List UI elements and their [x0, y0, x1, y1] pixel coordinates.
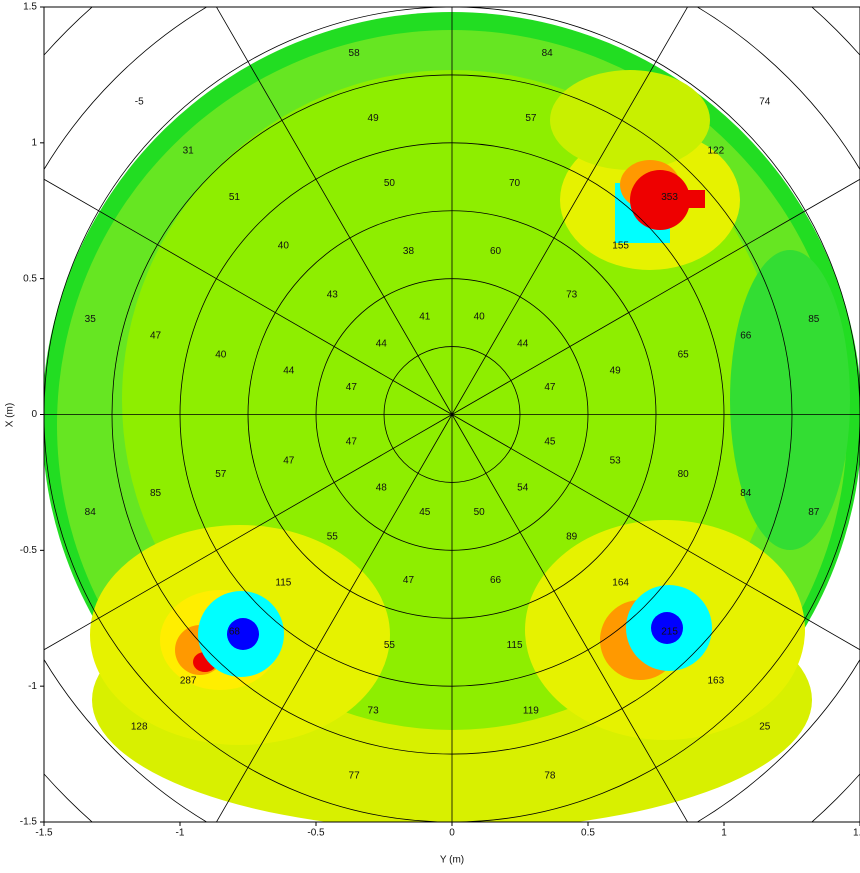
value-label: 115 — [507, 640, 523, 651]
value-label: 44 — [283, 366, 295, 377]
y-tick-label: 1 — [31, 137, 37, 148]
x-tick-label: 1 — [721, 828, 727, 839]
x-tick-label: 1.5 — [853, 828, 860, 839]
value-label: 47 — [403, 575, 415, 586]
value-label: 287 — [180, 675, 197, 686]
value-label: 47 — [346, 382, 358, 393]
x-tick-label: -1 — [176, 828, 185, 839]
value-label: 57 — [525, 113, 537, 124]
value-label: 84 — [542, 48, 554, 59]
value-label: 87 — [808, 507, 820, 518]
x-tick-label: 0 — [449, 828, 455, 839]
value-label: 45 — [544, 436, 556, 447]
polar-spoke — [44, 178, 453, 415]
value-label: 48 — [376, 482, 388, 493]
y-tick-label: -1.5 — [20, 817, 38, 828]
value-label: 85 — [150, 488, 162, 499]
value-label: 54 — [517, 482, 529, 493]
value-label: 40 — [474, 311, 486, 322]
value-label: 47 — [346, 436, 358, 447]
value-label: 85 — [808, 314, 820, 325]
value-label: 49 — [610, 366, 622, 377]
value-label: 57 — [215, 469, 227, 480]
value-label: 119 — [523, 705, 539, 716]
value-label: 45 — [419, 507, 431, 518]
value-label: 38 — [403, 246, 415, 257]
value-label: 43 — [327, 290, 339, 301]
value-label: 55 — [384, 640, 396, 651]
value-label: 77 — [349, 770, 361, 781]
value-label: 74 — [759, 97, 771, 108]
x-tick-label: -1.5 — [35, 828, 53, 839]
value-label: 122 — [707, 146, 724, 157]
value-label: 47 — [544, 382, 556, 393]
x-tick-label: -0.5 — [307, 828, 325, 839]
value-label: 44 — [517, 339, 529, 350]
value-label: 50 — [474, 507, 486, 518]
value-label: 60 — [490, 246, 502, 257]
value-label: 47 — [283, 455, 295, 466]
value-label: 163 — [707, 675, 724, 686]
value-label: 40 — [215, 349, 227, 360]
value-label: 65 — [678, 349, 690, 360]
polar-spoke — [44, 414, 453, 651]
polar-spoke — [451, 414, 689, 822]
value-label: 49 — [368, 113, 380, 124]
value-label: 68 — [229, 626, 241, 637]
value-label: 84 — [85, 507, 97, 518]
y-tick-label: 0.5 — [23, 273, 37, 284]
x-axis-label: Y (m) — [440, 855, 464, 866]
value-label: 78 — [544, 770, 556, 781]
polar-spoke — [215, 7, 453, 415]
value-label: 155 — [612, 241, 629, 252]
y-tick-label: -0.5 — [20, 545, 38, 556]
value-label: 25 — [759, 722, 771, 733]
y-tick-label: 1.5 — [23, 2, 37, 13]
value-label: 58 — [349, 48, 361, 59]
y-axis-label: X (m) — [5, 403, 16, 427]
value-label: 31 — [183, 146, 195, 157]
value-label: 40 — [278, 241, 290, 252]
polar-spoke — [451, 178, 860, 415]
value-label: 89 — [566, 531, 578, 542]
value-label: 73 — [368, 705, 380, 716]
value-label: 164 — [612, 578, 629, 589]
value-label: 55 — [327, 531, 339, 542]
value-label: 215 — [661, 626, 678, 637]
value-label: 51 — [229, 192, 241, 203]
value-label: 66 — [740, 330, 752, 341]
value-label: 80 — [678, 469, 690, 480]
y-tick-label: 0 — [31, 409, 37, 420]
value-label: 115 — [275, 578, 291, 589]
value-label: 53 — [610, 455, 622, 466]
polar-spoke — [215, 414, 453, 822]
value-label: 73 — [566, 290, 578, 301]
value-label: 44 — [376, 339, 388, 350]
value-label: 84 — [740, 488, 752, 499]
value-label: 128 — [131, 722, 148, 733]
value-label: 35 — [85, 314, 97, 325]
value-label: 50 — [384, 178, 396, 189]
value-label: 353 — [661, 192, 678, 203]
value-label: 66 — [490, 575, 502, 586]
polar-spoke — [451, 414, 860, 651]
value-label: 70 — [509, 178, 521, 189]
contour-fill — [44, 7, 860, 822]
value-label: 47 — [150, 330, 162, 341]
value-label: -5 — [135, 97, 144, 108]
polar-spoke — [451, 7, 689, 415]
y-tick-label: -1 — [28, 681, 37, 692]
value-label: 41 — [419, 311, 431, 322]
x-tick-label: 0.5 — [581, 828, 595, 839]
